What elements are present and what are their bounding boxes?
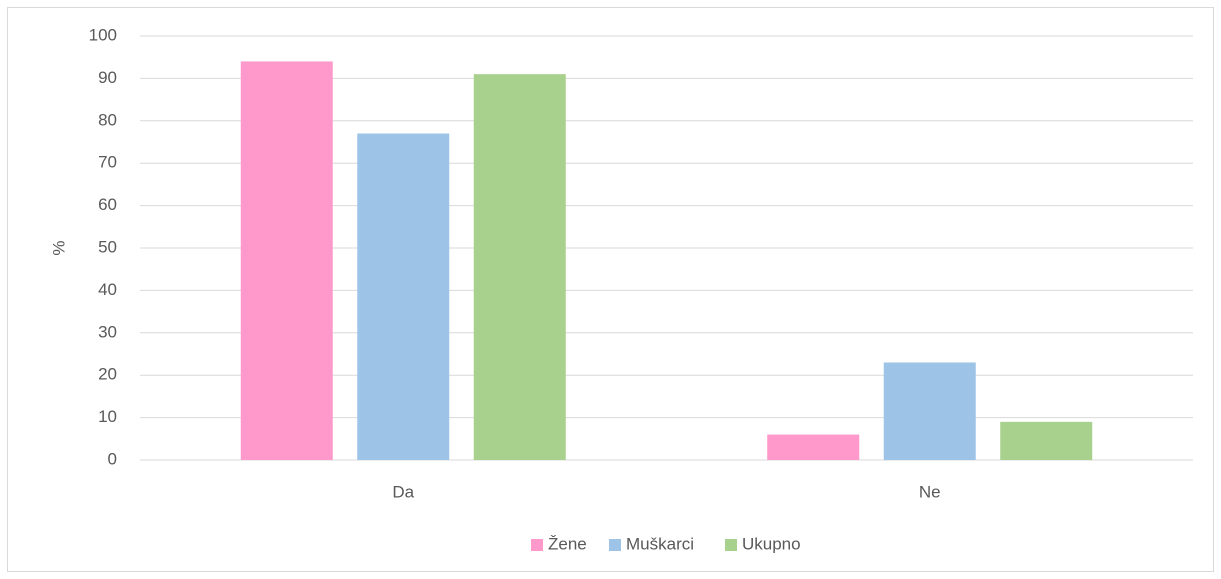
bar [240, 61, 333, 460]
legend-label: Muškarci [626, 534, 694, 553]
y-tick-label: 0 [108, 449, 117, 468]
y-tick-label: 50 [98, 237, 117, 256]
bar [473, 74, 566, 460]
legend-label: Žene [548, 534, 587, 553]
x-tick-label: Da [392, 482, 414, 501]
y-tick-label: 100 [89, 25, 117, 44]
y-tick-label: 60 [98, 195, 117, 214]
legend-swatch [531, 539, 543, 551]
y-tick-label: 70 [98, 153, 117, 172]
x-tick-label: Ne [919, 482, 941, 501]
y-tick-label: 10 [98, 407, 117, 426]
y-tick-label: 20 [98, 365, 117, 384]
chart-border [7, 7, 1214, 572]
legend-label: Ukupno [742, 534, 801, 553]
legend-swatch [609, 539, 621, 551]
y-tick-label: 40 [98, 280, 117, 299]
y-tick-label: 30 [98, 322, 117, 341]
bar [883, 362, 976, 460]
y-tick-label: 80 [98, 110, 117, 129]
legend-swatch [725, 539, 737, 551]
bar [1000, 421, 1093, 460]
y-tick-label: 90 [98, 68, 117, 87]
bar [357, 133, 450, 460]
y-axis-label: % [49, 240, 68, 255]
bar [767, 434, 860, 460]
